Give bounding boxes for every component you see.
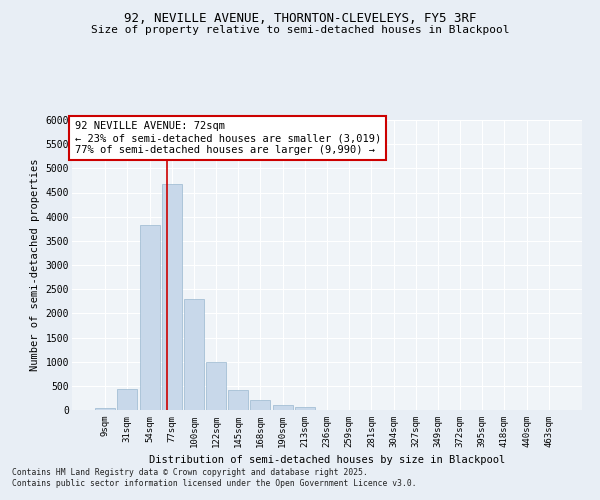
Bar <box>118 389 137 410</box>
Bar <box>162 184 182 410</box>
Bar <box>250 400 271 410</box>
Text: 92, NEVILLE AVENUE, THORNTON-CLEVELEYS, FY5 3RF: 92, NEVILLE AVENUE, THORNTON-CLEVELEYS, … <box>124 12 476 26</box>
Text: Size of property relative to semi-detached houses in Blackpool: Size of property relative to semi-detach… <box>91 25 509 35</box>
Bar <box>206 362 226 410</box>
Bar <box>140 226 160 410</box>
Bar <box>228 390 248 410</box>
Y-axis label: Number of semi-detached properties: Number of semi-detached properties <box>30 159 40 371</box>
Text: 92 NEVILLE AVENUE: 72sqm
← 23% of semi-detached houses are smaller (3,019)
77% o: 92 NEVILLE AVENUE: 72sqm ← 23% of semi-d… <box>74 122 381 154</box>
Bar <box>95 408 115 410</box>
Bar <box>295 406 315 410</box>
Bar <box>184 299 204 410</box>
Bar <box>272 406 293 410</box>
Text: Contains HM Land Registry data © Crown copyright and database right 2025.
Contai: Contains HM Land Registry data © Crown c… <box>12 468 416 487</box>
X-axis label: Distribution of semi-detached houses by size in Blackpool: Distribution of semi-detached houses by … <box>149 456 505 466</box>
